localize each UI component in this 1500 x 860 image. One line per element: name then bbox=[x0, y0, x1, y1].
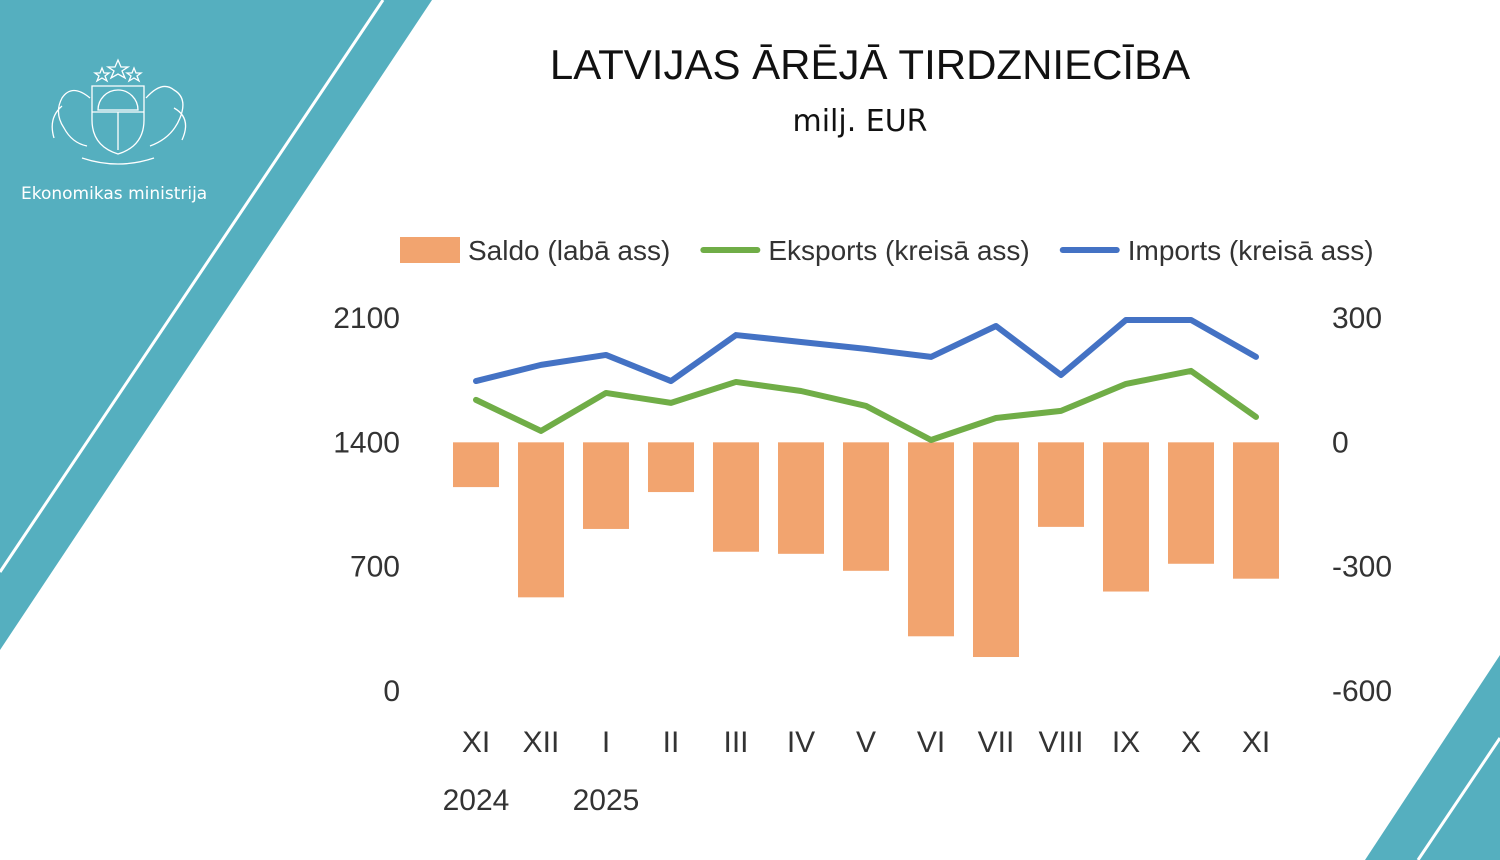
trade-lines bbox=[473, 316, 1259, 444]
x-axis-tick: I bbox=[602, 726, 610, 759]
org-name: Ekonomikas ministrija bbox=[21, 184, 208, 204]
left-axis-tick: 700 bbox=[350, 551, 400, 584]
legend-label: Saldo (labā ass) bbox=[468, 235, 670, 266]
saldo-bar bbox=[648, 442, 694, 493]
saldo-bar bbox=[908, 442, 954, 637]
right-axis-tick: -600 bbox=[1332, 675, 1392, 708]
saldo-bars bbox=[453, 442, 1279, 658]
saldo-bar bbox=[518, 442, 564, 598]
x-axis-tick: VII bbox=[978, 726, 1015, 759]
legend-swatch-saldo bbox=[400, 237, 460, 263]
x-axis-tick: X bbox=[1181, 726, 1201, 759]
saldo-bar bbox=[973, 442, 1019, 658]
year-label: 2025 bbox=[573, 784, 640, 817]
x-axis-tick: XI bbox=[1242, 726, 1270, 759]
x-axis-tick: III bbox=[723, 726, 748, 759]
x-axis-tick: XII bbox=[523, 726, 560, 759]
right-axis-tick: -300 bbox=[1332, 551, 1392, 584]
saldo-bar bbox=[843, 442, 889, 571]
saldo-bar bbox=[1233, 442, 1279, 579]
saldo-bar bbox=[1038, 442, 1084, 527]
right-axis-tick: 0 bbox=[1332, 426, 1349, 459]
left-axis-tick: 2100 bbox=[333, 302, 400, 335]
chart-legend: Saldo (labā ass) Eksports (kreisā ass) Imp… bbox=[400, 235, 1374, 266]
eksports-line bbox=[473, 367, 1259, 444]
left-axis-tick: 1400 bbox=[333, 426, 400, 459]
x-axis-tick: IX bbox=[1112, 726, 1140, 759]
saldo-bar bbox=[778, 442, 824, 554]
page-subtitle: milj. EUR bbox=[792, 104, 928, 139]
legend-label: Eksports (kreisā ass) bbox=[768, 235, 1029, 266]
saldo-bar bbox=[1168, 442, 1214, 564]
imports-line bbox=[473, 316, 1259, 385]
x-axis-tick: V bbox=[856, 726, 876, 759]
saldo-bar bbox=[713, 442, 759, 552]
left-axis-tick: 0 bbox=[383, 675, 400, 708]
x-axis-tick: XI bbox=[462, 726, 490, 759]
saldo-bar bbox=[583, 442, 629, 529]
saldo-bar bbox=[1103, 442, 1149, 592]
year-label: 2024 bbox=[443, 784, 510, 817]
coat-of-arms-icon bbox=[51, 58, 187, 165]
saldo-bar bbox=[453, 442, 499, 488]
x-axis-tick: VIII bbox=[1038, 726, 1083, 759]
page-title: LATVIJAS ĀRĒJĀ TIRDZNIECĪBA bbox=[549, 41, 1191, 88]
x-axis-tick: II bbox=[663, 726, 680, 759]
legend-label: Imports (kreisā ass) bbox=[1128, 235, 1374, 266]
x-axis-tick: IV bbox=[787, 726, 815, 759]
right-axis-tick: 300 bbox=[1332, 302, 1382, 335]
x-axis-tick: VI bbox=[917, 726, 945, 759]
